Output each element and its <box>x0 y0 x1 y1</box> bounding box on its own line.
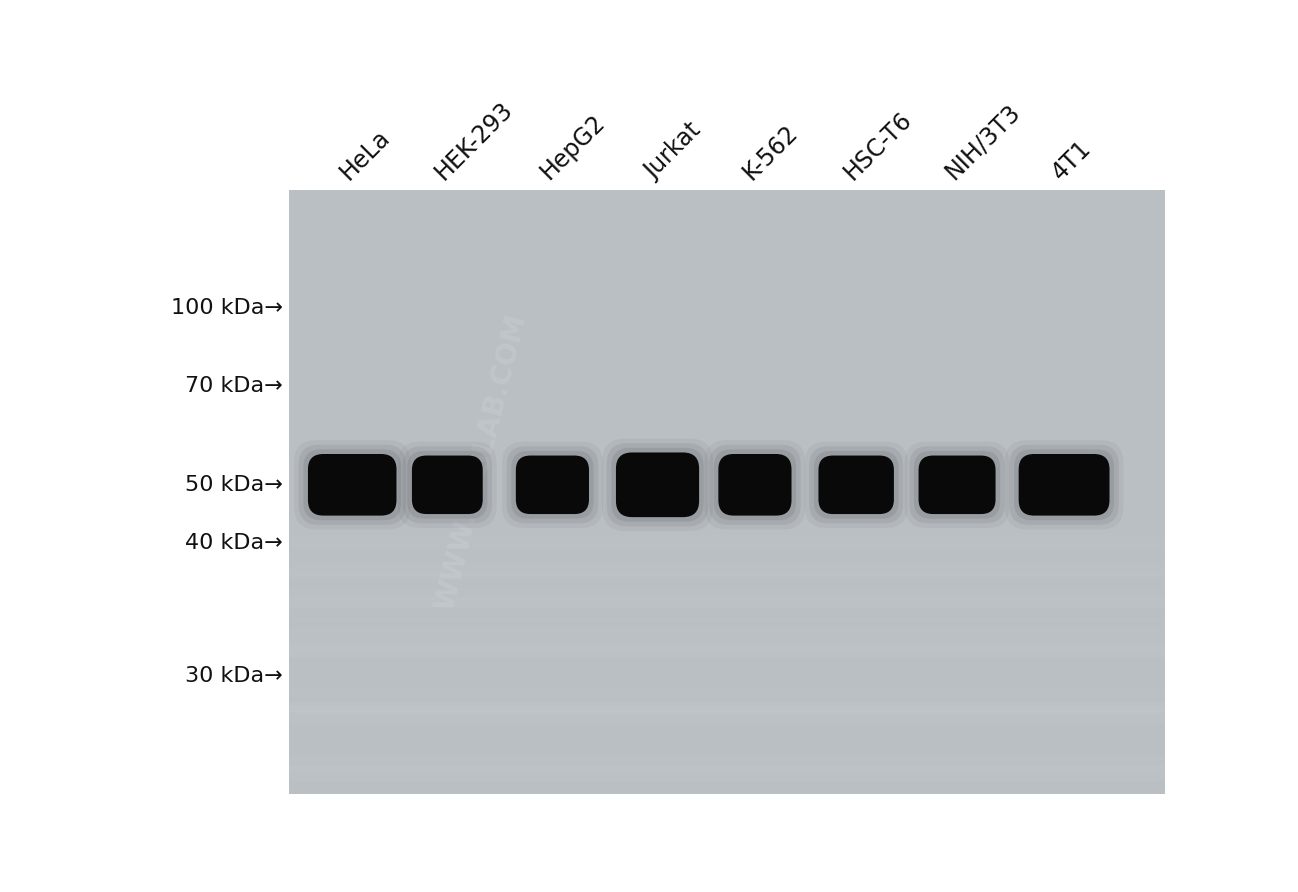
Text: HSC-T6: HSC-T6 <box>840 107 916 184</box>
Bar <box>288 571 1166 581</box>
Text: WWW.PTGLAB.COM: WWW.PTGLAB.COM <box>431 310 532 613</box>
Bar <box>288 597 1166 608</box>
Text: 40 kDa→: 40 kDa→ <box>184 533 283 553</box>
Text: 4T1: 4T1 <box>1047 136 1096 184</box>
FancyBboxPatch shape <box>611 448 704 522</box>
FancyBboxPatch shape <box>308 454 396 516</box>
FancyBboxPatch shape <box>411 456 483 514</box>
Text: 100 kDa→: 100 kDa→ <box>170 298 283 318</box>
Bar <box>288 701 1166 712</box>
Text: Jurkat: Jurkat <box>640 119 706 184</box>
Bar <box>288 619 1166 624</box>
FancyBboxPatch shape <box>709 445 801 524</box>
Text: NIH/3T3: NIH/3T3 <box>940 100 1024 184</box>
FancyBboxPatch shape <box>1014 450 1114 520</box>
Text: 30 kDa→: 30 kDa→ <box>184 666 283 686</box>
FancyBboxPatch shape <box>914 451 1001 518</box>
Bar <box>288 756 1166 762</box>
Bar <box>288 765 1166 772</box>
Text: HEK-293: HEK-293 <box>431 96 518 184</box>
FancyBboxPatch shape <box>814 451 898 518</box>
Text: 70 kDa→: 70 kDa→ <box>184 376 283 396</box>
FancyBboxPatch shape <box>819 456 894 514</box>
Bar <box>288 638 1166 652</box>
Bar <box>288 642 1166 650</box>
FancyBboxPatch shape <box>910 446 1005 524</box>
FancyBboxPatch shape <box>1019 454 1110 516</box>
Bar <box>288 689 1166 697</box>
FancyBboxPatch shape <box>1010 445 1119 524</box>
Bar <box>288 590 1166 599</box>
Bar <box>288 598 1166 607</box>
FancyBboxPatch shape <box>408 451 487 518</box>
FancyBboxPatch shape <box>299 445 406 524</box>
Bar <box>288 705 1166 714</box>
FancyBboxPatch shape <box>515 456 589 514</box>
FancyBboxPatch shape <box>606 443 709 526</box>
Bar <box>288 702 1166 718</box>
Bar <box>288 562 1166 575</box>
FancyBboxPatch shape <box>718 454 792 516</box>
Text: HeLa: HeLa <box>335 125 395 184</box>
Bar <box>288 711 1166 723</box>
Bar <box>288 763 1166 765</box>
Bar <box>288 190 1166 794</box>
Bar <box>288 718 1166 725</box>
Bar <box>288 628 1166 632</box>
FancyBboxPatch shape <box>809 446 903 524</box>
FancyBboxPatch shape <box>511 451 593 518</box>
Text: 50 kDa→: 50 kDa→ <box>184 475 283 495</box>
Bar <box>288 756 1166 761</box>
FancyBboxPatch shape <box>304 450 401 520</box>
Bar <box>288 646 1166 658</box>
Bar <box>288 764 1166 777</box>
FancyBboxPatch shape <box>617 452 700 517</box>
FancyBboxPatch shape <box>402 446 492 524</box>
FancyBboxPatch shape <box>506 446 598 524</box>
Bar <box>288 650 1166 655</box>
FancyBboxPatch shape <box>714 450 796 520</box>
Bar <box>288 627 1166 639</box>
Text: HepG2: HepG2 <box>536 110 610 184</box>
Text: K-562: K-562 <box>739 120 802 184</box>
Bar <box>288 535 1166 549</box>
Bar <box>288 764 1166 780</box>
FancyBboxPatch shape <box>919 456 996 514</box>
